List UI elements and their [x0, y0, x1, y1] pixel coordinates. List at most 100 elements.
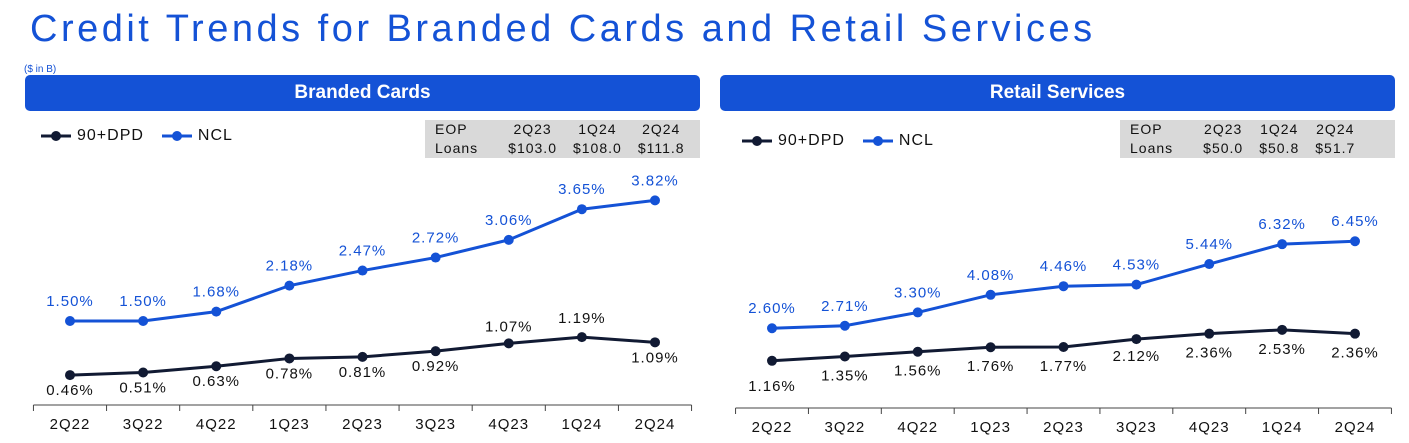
- ncl-point: [912, 307, 923, 318]
- eop-value: $103.0: [508, 140, 557, 156]
- x-tick-label: 4Q23: [488, 416, 529, 433]
- dpd-point: [576, 332, 587, 343]
- dpd-data-label: 1.35%: [821, 367, 869, 384]
- branded-cards-chart: 2Q22 3Q22 4Q22 1Q23 2Q23 3Q23 4Q23 1Q24 2Q24 1.50…: [32, 172, 693, 433]
- dpd-data-label: 0.63%: [192, 373, 240, 390]
- ncl-data-label: 4.08%: [967, 267, 1015, 284]
- ncl-point: [1277, 239, 1288, 250]
- x-tick-label: 3Q22: [123, 416, 164, 433]
- ncl-point: [357, 265, 368, 276]
- eop-row-label: Loans: [1130, 140, 1174, 156]
- dpd-point: [1350, 328, 1360, 339]
- dpd-data-label: 0.92%: [412, 358, 460, 375]
- ncl-data-label: 4.46%: [1040, 258, 1088, 275]
- ncl-data-label: 3.30%: [894, 284, 942, 301]
- dpd-point: [284, 353, 295, 364]
- eop-col-header: 1Q24: [1260, 121, 1299, 137]
- legend-dpd-label: 90+DPD: [77, 127, 144, 144]
- ncl-point: [1131, 279, 1142, 290]
- ncl-point: [767, 323, 777, 334]
- eop-header: EOP: [435, 121, 468, 137]
- eop-value: $111.8: [637, 140, 685, 156]
- x-tick-label: 2Q23: [342, 416, 383, 433]
- x-tick-label: 1Q23: [970, 419, 1011, 436]
- ncl-data-label: 6.45%: [1331, 213, 1379, 230]
- ncl-point: [1204, 259, 1215, 270]
- eop-col-header: 2Q23: [1204, 121, 1243, 137]
- ncl-data-label: 3.82%: [631, 172, 679, 189]
- dpd-data-label: 1.19%: [558, 310, 606, 327]
- ncl-data-label: 1.50%: [46, 293, 94, 310]
- x-tick-label: 1Q24: [1262, 419, 1303, 436]
- legend-ncl-marker-icon: [161, 131, 192, 141]
- dpd-data-label: 2.53%: [1258, 341, 1306, 358]
- dpd-data-label: 2.36%: [1185, 345, 1233, 362]
- ncl-point: [65, 316, 75, 326]
- legend-item-dpd: 90+DPD: [39, 127, 144, 145]
- dpd-data-label: 1.77%: [1040, 358, 1088, 375]
- branded-cards-panel: 2Q22 3Q22 4Q22 1Q23 2Q23 3Q23 4Q23 1Q24 2Q24 1.50…: [25, 75, 700, 443]
- legend-dpd-marker-icon: [742, 136, 772, 146]
- legend-item-dpd: 90+DPD: [740, 132, 845, 150]
- dpd-data-label: 2.12%: [1113, 348, 1161, 365]
- dpd-point: [1131, 334, 1142, 345]
- x-tick-label: 3Q23: [415, 416, 456, 433]
- x-tick-label: 1Q23: [269, 416, 310, 433]
- dpd-data-label: 1.56%: [894, 363, 942, 380]
- dpd-data-label: 0.78%: [266, 365, 314, 382]
- dpd-point: [650, 337, 660, 348]
- dpd-point: [430, 346, 441, 357]
- branded-cards-legend: 90+DPD NCL: [39, 127, 249, 145]
- dpd-data-label: 1.07%: [485, 318, 533, 335]
- legend-ncl-marker-icon: [862, 136, 893, 146]
- ncl-data-label: 3.65%: [558, 181, 606, 198]
- dpd-point: [767, 355, 777, 366]
- x-tick-label: 4Q23: [1189, 419, 1230, 436]
- ncl-point: [839, 320, 850, 331]
- ncl-point: [138, 316, 149, 326]
- x-tick-label: 3Q23: [1116, 419, 1157, 436]
- retail-services-panel: 2Q22 3Q22 4Q22 1Q23 2Q23 3Q23 4Q23 1Q24 2Q24 2.60…: [720, 75, 1395, 443]
- eop-value: $50.8: [1259, 140, 1300, 156]
- eop-col-header: 2Q23: [513, 121, 552, 137]
- ncl-point: [576, 204, 587, 215]
- dpd-point: [839, 351, 850, 362]
- legend-dpd-label: 90+DPD: [778, 132, 845, 149]
- x-tick-label: 2Q22: [50, 416, 91, 433]
- x-tick-label: 4Q22: [196, 416, 237, 433]
- retail-services-legend: 90+DPD NCL: [740, 132, 950, 150]
- dpd-point: [1058, 341, 1069, 352]
- dpd-point: [912, 346, 923, 357]
- x-tick-label: 1Q24: [562, 416, 603, 433]
- ncl-point: [284, 280, 295, 291]
- units-note: ($ in B): [24, 64, 57, 75]
- branded-cards-banner: Branded Cards: [25, 75, 700, 111]
- x-tick-label: 4Q22: [897, 419, 938, 436]
- x-tick-label: 2Q24: [1335, 419, 1376, 436]
- x-tick-label: 2Q24: [635, 416, 676, 433]
- dpd-point: [503, 338, 514, 349]
- ncl-point: [430, 252, 441, 263]
- ncl-point: [985, 289, 996, 300]
- ncl-data-label: 6.32%: [1258, 216, 1306, 233]
- branded-cards-eop-table: EOP 2Q23 1Q24 2Q24 Loans $103.0 $108.0 $…: [425, 120, 700, 158]
- dpd-data-label: 1.76%: [967, 358, 1015, 375]
- legend-ncl-label: NCL: [898, 132, 934, 149]
- dpd-data-label: 1.09%: [631, 349, 679, 366]
- dpd-data-label: 2.36%: [1331, 345, 1379, 362]
- legend-item-ncl: NCL: [861, 132, 934, 150]
- dpd-point: [357, 351, 368, 362]
- ncl-point: [1350, 236, 1360, 247]
- dpd-point: [1204, 328, 1215, 339]
- ncl-data-label: 1.50%: [119, 293, 167, 310]
- ncl-data-label: 4.53%: [1113, 257, 1161, 274]
- page-title: Credit Trends for Branded Cards and Reta…: [30, 8, 1096, 50]
- ncl-data-label: 3.06%: [485, 212, 533, 229]
- ncl-data-label: 2.47%: [339, 243, 387, 260]
- ncl-point: [650, 195, 660, 206]
- ncl-data-label: 2.60%: [748, 300, 796, 317]
- eop-value: $51.7: [1315, 140, 1356, 156]
- legend-item-ncl: NCL: [160, 127, 233, 145]
- dpd-data-label: 0.46%: [46, 382, 94, 399]
- retail-services-banner: Retail Services: [720, 75, 1395, 111]
